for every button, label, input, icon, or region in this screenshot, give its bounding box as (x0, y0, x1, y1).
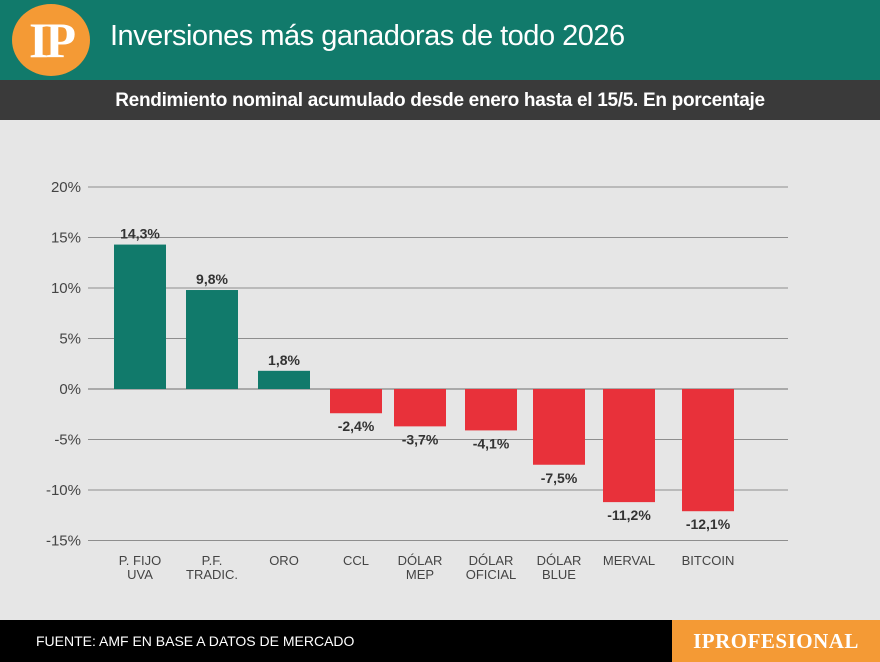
data-label: 9,8% (196, 271, 228, 287)
bar (258, 370, 310, 389)
x-tick-label: DÓLAR (537, 553, 582, 568)
y-tick-label: 0% (59, 381, 81, 398)
data-label: -4,1% (473, 435, 510, 451)
data-label: -11,2% (607, 507, 651, 523)
bar (465, 389, 517, 431)
subheader-bar: Rendimiento nominal acumulado desde ener… (0, 80, 880, 120)
bar (682, 389, 734, 512)
x-tick-label: P.F. (202, 553, 223, 568)
y-tick-label: 5% (59, 331, 81, 348)
x-tick-label: OFICIAL (466, 567, 517, 582)
x-tick-label: TRADIC. (186, 567, 238, 582)
y-tick-label: -10% (46, 482, 81, 499)
bar (603, 389, 655, 503)
x-tick-label: BITCOIN (682, 553, 735, 568)
bar (186, 290, 238, 389)
data-label: -7,5% (541, 470, 578, 486)
header-bar: IP Inversiones más ganadoras de todo 202… (0, 0, 880, 80)
y-tick-label: 10% (51, 280, 81, 297)
ip-logo: IP (12, 4, 90, 76)
bar (533, 389, 585, 465)
y-tick-label: -15% (46, 533, 81, 550)
chart-title: Inversiones más ganadoras de todo 2026 (110, 20, 625, 52)
x-tick-label: MERVAL (603, 553, 655, 568)
y-tick-label: 15% (51, 230, 81, 247)
x-tick-label: P. FIJO (119, 553, 161, 568)
data-label: -12,1% (686, 516, 731, 532)
y-tick-label: 20% (51, 179, 81, 196)
bar (114, 244, 166, 389)
bar (394, 389, 446, 427)
y-tick-label: -5% (54, 432, 81, 449)
chart-subtitle: Rendimiento nominal acumulado desde ener… (115, 90, 765, 111)
data-label: -2,4% (338, 418, 375, 434)
x-tick-label: DÓLAR (469, 553, 514, 568)
bar (330, 389, 382, 414)
brand-logo: IPROFESIONAL (672, 620, 880, 662)
x-tick-label: ORO (269, 553, 299, 568)
footer-bar: FUENTE: AMF EN BASE A DATOS DE MERCADO I… (0, 620, 880, 662)
x-tick-label: DÓLAR (398, 553, 443, 568)
x-tick-label: CCL (343, 553, 369, 568)
data-label: 14,3% (120, 226, 160, 242)
data-label: 1,8% (268, 352, 300, 368)
x-tick-label: UVA (127, 567, 153, 582)
x-tick-label: MEP (406, 567, 434, 582)
source-note: FUENTE: AMF EN BASE A DATOS DE MERCADO (36, 633, 355, 649)
x-tick-label: BLUE (542, 567, 576, 582)
data-label: -3,7% (402, 431, 439, 447)
